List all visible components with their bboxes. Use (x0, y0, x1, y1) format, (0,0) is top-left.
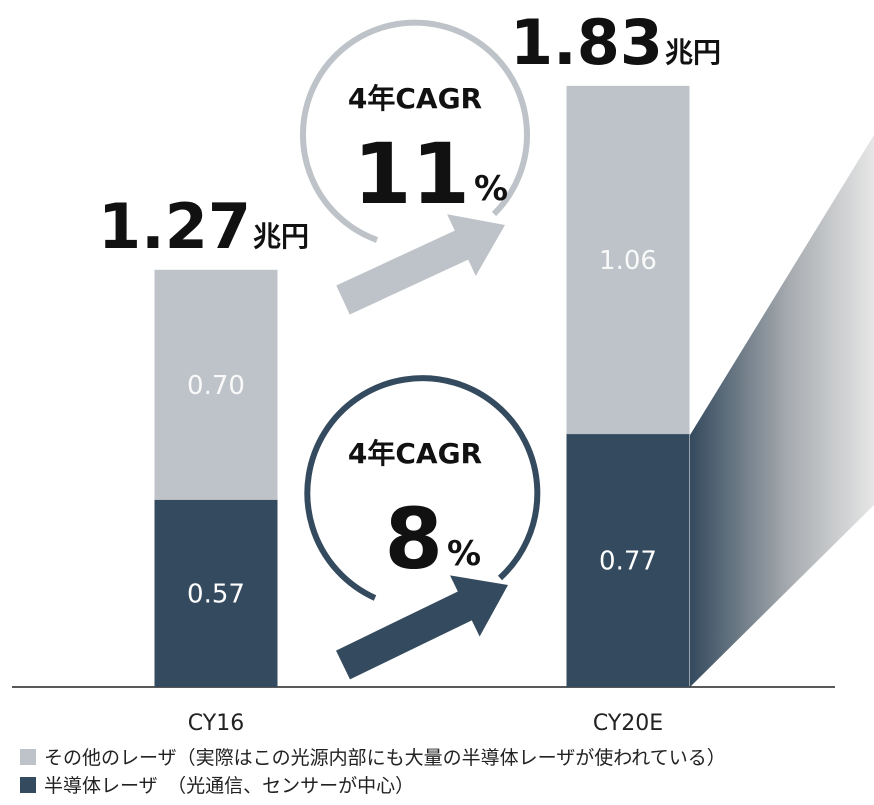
segment-label: 0.70 (187, 371, 245, 401)
cagr-unit: % (447, 534, 481, 574)
bar-segment (154, 269, 278, 500)
cagr-label: 4年CAGR (348, 437, 482, 470)
legend-label: 半導体レーザ （光通信、センサーが中心） (44, 775, 414, 797)
cagr-label: 4年CAGR (348, 82, 482, 115)
decor-wedge (690, 135, 874, 687)
segment-label: 1.06 (599, 246, 657, 276)
total-value: 1.83 (510, 6, 663, 79)
segment-label: 0.77 (599, 547, 657, 577)
cagr-value: 11 (353, 125, 470, 223)
cagr-value: 8 (385, 490, 443, 588)
x-tick-label: CY16 (188, 711, 244, 736)
bar-segment (566, 85, 690, 435)
cagr-arc (304, 375, 541, 601)
legend-swatch (20, 749, 36, 765)
cagr-arrow (336, 575, 508, 680)
x-tick-label: CY20E (593, 711, 663, 736)
total-unit: 兆円 (253, 220, 309, 253)
cagr-arrow (336, 214, 505, 315)
total-value: 1.27 (98, 190, 251, 263)
cagr-arc (300, 19, 530, 243)
legend-label: その他のレーザ（実際はこの光源内部にも大量の半導体レーザが使われている） (44, 747, 726, 769)
total-unit: 兆円 (665, 36, 721, 69)
bar-segment (566, 434, 690, 687)
segment-label: 0.57 (187, 579, 245, 609)
legend-swatch (20, 777, 36, 793)
bar-segment (154, 499, 278, 687)
cagr-unit: % (474, 169, 508, 209)
